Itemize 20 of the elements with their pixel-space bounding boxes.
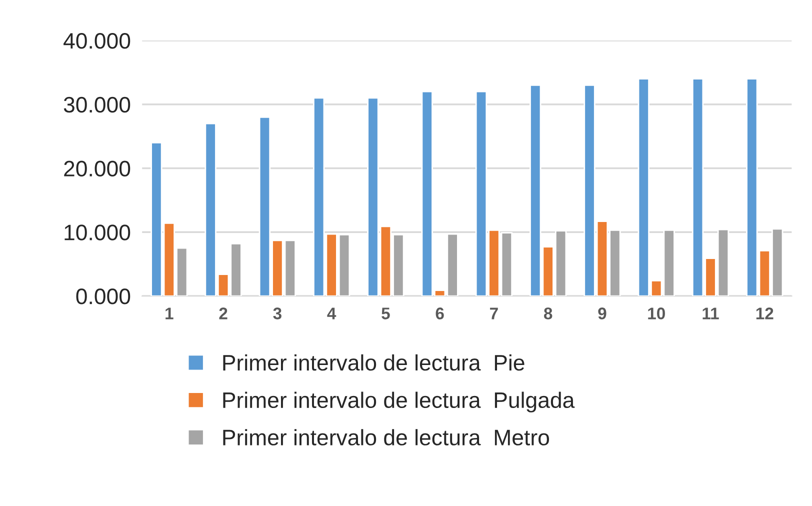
x-tick-label: 12	[756, 308, 774, 320]
legend-label: Primer intervalo de lectura Pie	[223, 354, 524, 371]
y-tick-label: 30.000	[64, 96, 130, 113]
x-tick-label: 9	[598, 308, 606, 320]
x-tick-label: 3	[273, 308, 282, 320]
x-tick-label: 6	[436, 308, 444, 320]
x-tick-label: 2	[219, 308, 228, 320]
y-tick-label: 10.000	[64, 224, 130, 240]
y-tick-label: 0.000	[76, 288, 130, 304]
legend-label: Primer intervalo de lectura Metro	[223, 429, 549, 446]
x-tick-label: 7	[490, 308, 498, 320]
x-tick-label: 8	[544, 308, 552, 320]
x-tick-label: 1	[166, 308, 174, 320]
y-tick-label: 40.000	[64, 33, 130, 49]
y-tick-label: 20.000	[64, 160, 130, 177]
x-tick-label: 10	[648, 308, 665, 320]
x-tick-label: 11	[702, 308, 719, 320]
x-tick-label: 5	[382, 308, 390, 320]
legend-label: Primer intervalo de lectura Pulgada	[223, 392, 575, 412]
x-tick-label: 4	[327, 308, 336, 320]
